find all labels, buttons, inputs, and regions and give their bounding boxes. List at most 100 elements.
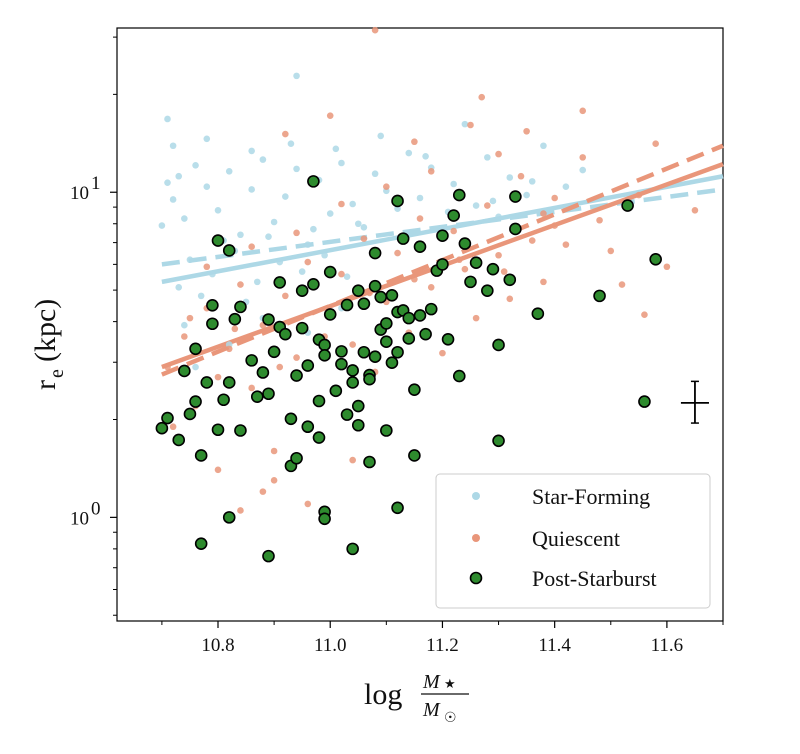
point-quiescent [169,423,177,431]
point-quiescent [304,258,312,266]
point-post-starburst [346,364,359,377]
point-post-starburst [295,321,309,335]
y-axis-label-main: r [29,380,62,390]
point-quiescent [455,256,463,264]
x-tick-label: 11.4 [538,635,571,656]
point-star-forming [371,170,379,178]
point-star-forming [338,159,345,167]
point-star-forming [579,166,587,174]
point-quiescent [371,26,379,34]
point-star-forming [181,215,188,222]
point-quiescent [293,229,300,237]
point-post-starburst [318,349,331,362]
point-star-forming [192,162,199,169]
point-quiescent [506,295,514,303]
point-post-starburst [262,549,275,563]
point-post-starburst [307,175,320,188]
point-quiescent [237,507,244,514]
point-quiescent [276,363,284,371]
point-star-forming [287,140,295,148]
point-post-starburst [593,289,606,303]
point-quiescent [691,206,699,214]
point-quiescent [349,456,356,464]
point-post-starburst [279,327,292,341]
point-post-starburst [391,501,404,515]
y-tick-label-exponent: 1 [91,173,101,194]
x-tick-label: 10.8 [201,635,234,656]
point-quiescent [596,216,603,224]
point-star-forming [203,183,211,190]
point-quiescent [366,289,373,297]
point-quiescent [495,251,502,259]
plot-frame [116,27,724,622]
point-star-forming [360,224,368,231]
point-post-starburst [200,376,214,389]
x-axis: 10.8 11.0 11.2 11.4 11.6 [161,621,724,656]
legend-box [435,473,711,609]
y-axis-label: r e (kpc) [29,299,68,390]
point-quiescent [282,292,289,300]
point-star-forming [377,132,385,140]
point-quiescent [304,500,312,508]
point-post-starburst [351,418,365,432]
point-quiescent [551,222,558,229]
point-post-starburst [256,366,270,379]
y-tick-label: 10 [70,183,89,204]
point-post-starburst [189,395,202,408]
point-post-starburst [385,288,399,302]
error-bar [680,380,709,424]
point-post-starburst [436,229,449,243]
point-post-starburst [295,284,309,297]
legend-marker-post-starburst [469,571,483,585]
point-post-starburst [469,256,483,270]
series-quiescent [164,26,699,514]
x-axis-label-num-sub: ★ [444,676,456,691]
point-star-forming [197,292,205,300]
point-star-forming [450,180,457,188]
point-star-forming [282,193,289,200]
point-star-forming [310,225,317,233]
point-post-starburst [452,188,466,202]
point-post-starburst [492,434,505,448]
point-post-starburst [206,317,219,331]
point-post-starburst [222,511,236,524]
point-quiescent [551,194,558,202]
point-quiescent [282,130,289,138]
point-post-starburst [228,312,242,326]
point-quiescent [427,284,435,291]
point-post-starburst [351,399,365,413]
x-axis-label-num: M [422,671,441,693]
point-post-starburst [385,356,399,370]
point-quiescent [439,349,446,357]
point-star-forming [321,251,328,259]
point-post-starburst [335,357,348,371]
point-star-forming [164,179,171,186]
point-post-starburst [481,284,494,297]
point-post-starburst [290,369,303,382]
point-star-forming [186,256,194,264]
point-post-starburst [194,449,208,462]
point-post-starburst [234,300,247,314]
point-post-starburst [234,424,247,437]
x-axis-label-den-sub: ☉ [444,711,457,726]
point-post-starburst [458,237,472,250]
x-axis-label-log: log [364,678,402,711]
point-star-forming [422,152,429,160]
point-post-starburst [194,537,208,550]
point-star-forming [203,135,211,143]
point-quiescent [214,373,222,381]
point-quiescent [540,278,547,286]
point-quiescent [517,172,525,180]
point-quiescent [579,107,587,115]
point-quiescent [411,275,418,283]
point-quiescent [203,263,211,271]
point-quiescent [450,227,457,235]
point-post-starburst [245,354,258,367]
point-star-forming [304,241,312,248]
point-post-starburst [424,302,438,316]
point-quiescent [579,154,587,161]
point-star-forming [354,220,362,228]
point-post-starburst [413,240,427,253]
point-quiescent [635,191,643,199]
